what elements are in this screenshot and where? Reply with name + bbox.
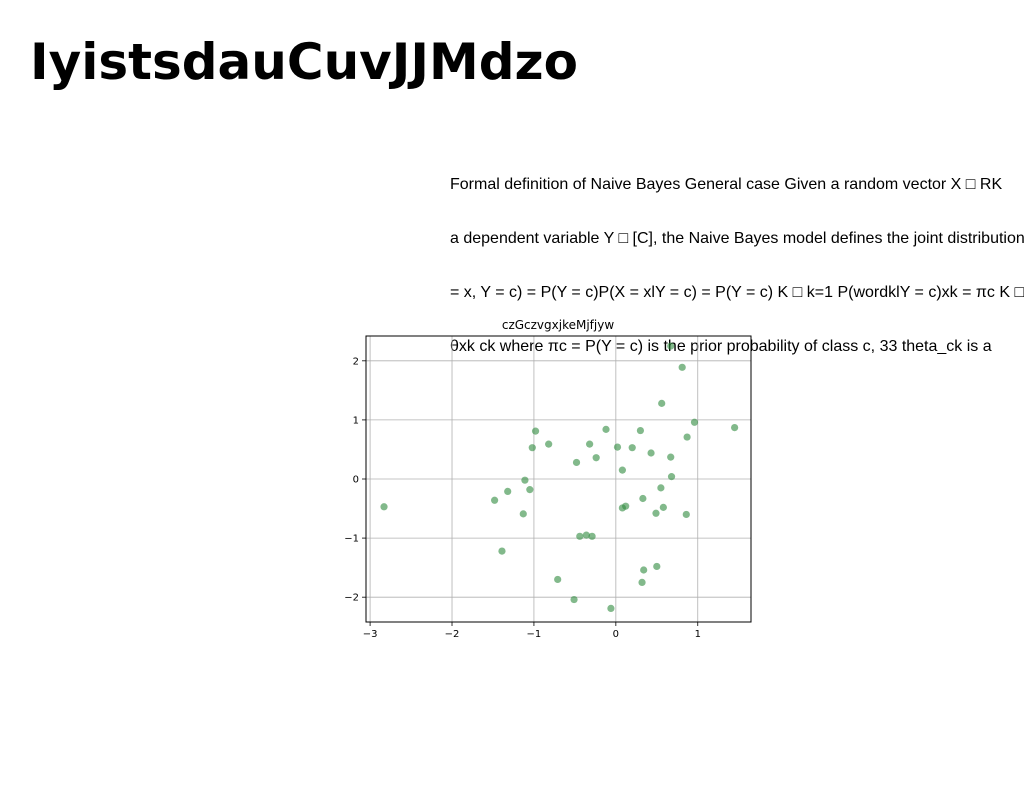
scatter-point: [576, 532, 584, 540]
scatter-point: [682, 510, 690, 519]
scatter-point: [582, 531, 590, 539]
scatter-point: [586, 440, 594, 448]
scatter-point: [678, 363, 686, 371]
scatter-point: [519, 510, 527, 518]
x-tick-label: 1: [695, 629, 701, 640]
axis-ticks: −3 −2 −1 0 1 −2 −1 0 1 2: [344, 356, 701, 640]
y-tick-label: 1: [353, 415, 359, 426]
scatter-point: [683, 433, 691, 441]
paragraph-line: Formal definition of Naive Bayes General…: [450, 176, 1003, 193]
x-tick-label: −2: [445, 629, 460, 640]
y-tick-label: −1: [344, 534, 359, 545]
scatter-point: [667, 342, 675, 350]
scatter-point: [613, 443, 622, 451]
y-tick-label: 2: [353, 356, 359, 367]
x-tick-label: −3: [363, 629, 378, 640]
scatter-point: [657, 484, 665, 492]
data-points: [380, 342, 739, 613]
paragraph-line: θxk ck where πc = P(Y = c) is the prior …: [450, 338, 992, 355]
scatter-point: [554, 575, 562, 584]
x-tick-label: 0: [613, 629, 619, 640]
x-tick-label: −1: [527, 629, 542, 640]
scatter-point: [570, 595, 578, 604]
scatter-point: [636, 426, 645, 435]
scatter-chart-svg: czGczvgxjkeMjfjyw −3 −2 −1 0 1 −2 −1 0 1 2: [344, 318, 752, 640]
scatter-point: [639, 494, 647, 503]
scatter-point: [602, 425, 610, 433]
scatter-point: [640, 566, 648, 574]
scatter-point: [531, 427, 540, 435]
scatter-chart: czGczvgxjkeMjfjyw −3 −2 −1 0 1 −2 −1 0 1 2: [330, 312, 770, 642]
scatter-point: [526, 486, 534, 494]
scatter-point: [521, 476, 529, 484]
scatter-point: [658, 399, 666, 407]
scatter-point: [607, 604, 615, 613]
scatter-point: [588, 532, 596, 540]
scatter-point: [618, 466, 626, 474]
scatter-point: [528, 444, 536, 452]
paragraph-line: = x, Y = c) = P(Y = c)P(X = xlY = c) = P…: [450, 284, 1024, 301]
scatter-point: [638, 578, 646, 587]
chart-title: czGczvgxjkeMjfjyw: [502, 318, 614, 332]
scatter-point: [545, 440, 553, 448]
scatter-point: [659, 503, 667, 511]
y-tick-label: −2: [344, 593, 359, 604]
paragraph-line: a dependent variable Y □ [C], the Naive …: [450, 230, 1024, 247]
scatter-point: [572, 458, 581, 467]
scatter-point: [731, 423, 739, 432]
scatter-point: [498, 547, 506, 555]
scatter-point: [653, 562, 661, 571]
scatter-point: [618, 504, 626, 512]
scatter-point: [504, 487, 512, 496]
scatter-point: [652, 509, 660, 517]
scatter-point: [380, 503, 388, 511]
scatter-point: [647, 449, 655, 457]
page-title: IyistsdauCuvJJMdzo: [30, 33, 578, 91]
scatter-point: [491, 496, 499, 504]
scatter-point: [592, 454, 600, 462]
scatter-point: [667, 473, 676, 481]
scatter-point: [667, 453, 675, 461]
y-tick-label: 0: [353, 475, 359, 486]
grid-lines: [366, 336, 751, 622]
scatter-point: [628, 444, 636, 452]
body-paragraph: Formal definition of Naive Bayes General…: [450, 140, 1024, 374]
scatter-point: [690, 418, 699, 426]
